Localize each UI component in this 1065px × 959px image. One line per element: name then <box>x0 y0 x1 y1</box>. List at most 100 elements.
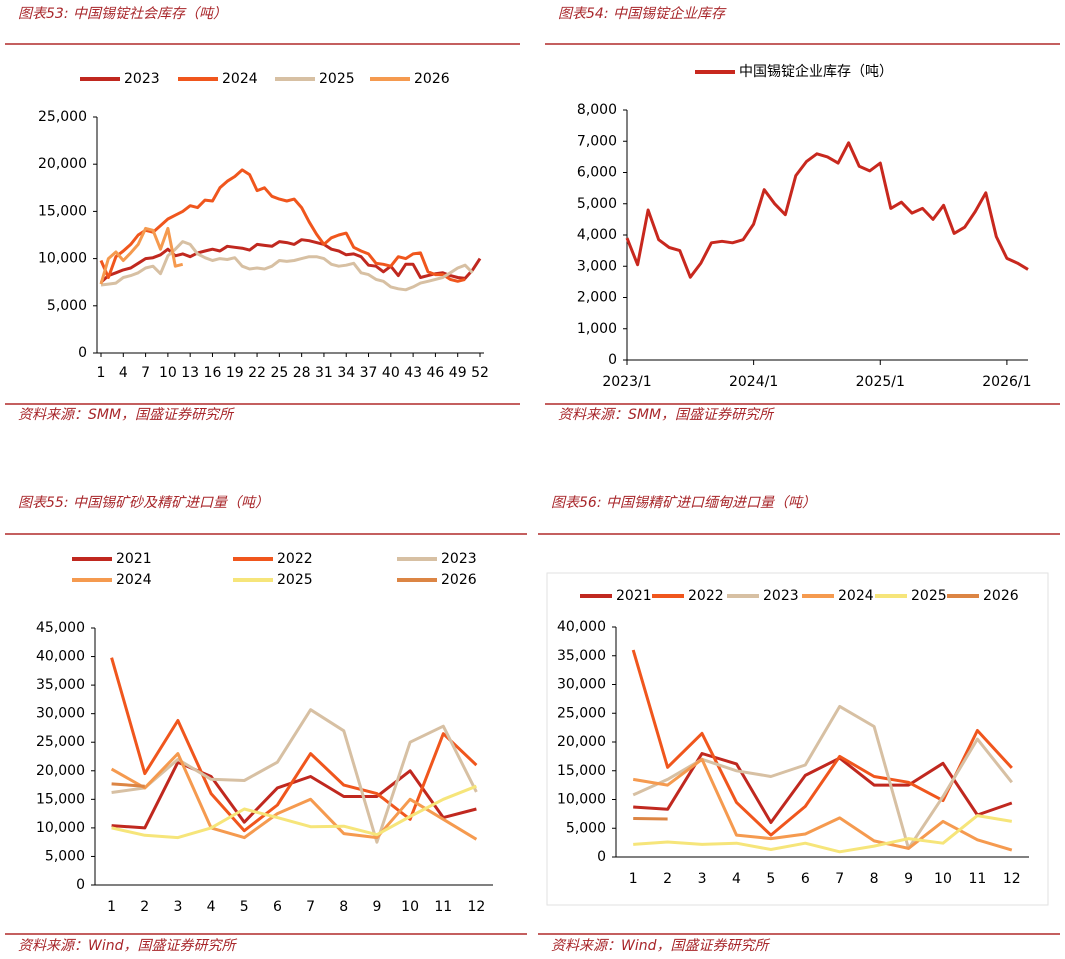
y-tick-label: 10,000 <box>38 251 87 267</box>
y-tick-label: 40,000 <box>557 619 606 635</box>
chart-title: 图表54: 中国锡锭企业库存 <box>558 6 727 22</box>
chart-title: 图表53: 中国锡锭社会库存（吨） <box>18 6 227 22</box>
y-tick-label: 0 <box>78 345 87 361</box>
x-tick-label: 11 <box>968 871 986 887</box>
x-tick-label: 4 <box>732 871 741 887</box>
x-tick-label: 2 <box>663 871 672 887</box>
y-tick-label: 15,000 <box>38 203 87 219</box>
legend-label: 2025 <box>319 71 355 87</box>
legend-label: 2023 <box>124 71 160 87</box>
source-note: 资料来源：SMM，国盛证券研究所 <box>18 407 235 423</box>
y-tick-label: 25,000 <box>36 734 85 750</box>
y-tick-label: 0 <box>608 352 617 368</box>
x-tick-label: 4 <box>207 899 216 915</box>
series-line <box>99 168 466 283</box>
y-tick-label: 8,000 <box>577 102 617 118</box>
y-tick-label: 20,000 <box>557 734 606 750</box>
x-tick-label: 11 <box>434 899 452 915</box>
legend-label: 2024 <box>222 71 258 87</box>
x-tick-label: 12 <box>468 899 486 915</box>
x-tick-label: 46 <box>426 365 444 381</box>
x-tick-label: 9 <box>904 871 913 887</box>
x-tick-label: 5 <box>240 899 249 915</box>
x-tick-label: 1 <box>629 871 638 887</box>
x-tick-label: 16 <box>204 365 222 381</box>
legend-label: 中国锡锭企业库存（吨） <box>739 63 893 80</box>
y-tick-label: 30,000 <box>557 677 606 693</box>
x-tick-label: 22 <box>248 365 266 381</box>
x-tick-label: 2023/1 <box>602 374 651 390</box>
x-tick-label: 37 <box>360 365 378 381</box>
x-tick-label: 8 <box>339 899 348 915</box>
x-tick-label: 7 <box>141 365 150 381</box>
chart-title: 图表56: 中国锡精矿进口缅甸进口量（吨） <box>551 495 816 511</box>
legend-label: 2025 <box>911 588 947 604</box>
source-note: 资料来源：SMM，国盛证券研究所 <box>558 407 775 423</box>
y-tick-label: 0 <box>76 877 85 893</box>
chart-title: 图表55: 中国锡矿砂及精矿进口量（吨） <box>18 495 269 511</box>
x-tick-label: 52 <box>471 365 489 381</box>
y-tick-label: 5,000 <box>45 848 85 864</box>
y-tick-label: 5,000 <box>577 196 617 212</box>
series-line <box>625 141 1029 279</box>
legend-label: 2021 <box>116 551 152 567</box>
y-tick-label: 4,000 <box>577 227 617 243</box>
x-tick-label: 1 <box>97 365 106 381</box>
y-tick-label: 20,000 <box>38 156 87 172</box>
y-tick-label: 5,000 <box>566 820 606 836</box>
x-tick-label: 3 <box>698 871 707 887</box>
y-tick-label: 7,000 <box>577 133 617 149</box>
legend-label: 2024 <box>116 572 152 588</box>
series-line <box>633 814 1013 854</box>
legend-label: 2023 <box>441 551 477 567</box>
x-tick-label: 31 <box>315 365 333 381</box>
legend-label: 2026 <box>983 588 1019 604</box>
x-tick-label: 3 <box>173 899 182 915</box>
series-line <box>110 657 478 833</box>
y-tick-label: 6,000 <box>577 165 617 181</box>
x-tick-label: 49 <box>449 365 467 381</box>
series-line <box>633 817 668 821</box>
x-tick-label: 13 <box>181 365 199 381</box>
y-tick-label: 15,000 <box>36 791 85 807</box>
y-tick-label: 5,000 <box>47 298 87 314</box>
y-tick-label: 35,000 <box>36 677 85 693</box>
x-tick-label: 9 <box>372 899 381 915</box>
y-tick-label: 25,000 <box>557 705 606 721</box>
source-note: 资料来源：Wind，国盛证券研究所 <box>18 938 237 954</box>
x-tick-label: 8 <box>870 871 879 887</box>
x-tick-label: 12 <box>1003 871 1021 887</box>
series-line <box>111 782 145 788</box>
x-tick-label: 2 <box>140 899 149 915</box>
series-line <box>100 238 482 284</box>
x-tick-label: 10 <box>401 899 419 915</box>
series-line <box>632 757 1013 852</box>
series-line <box>110 752 478 841</box>
y-tick-label: 40,000 <box>36 649 85 665</box>
y-tick-label: 0 <box>597 849 606 865</box>
x-tick-label: 34 <box>337 365 355 381</box>
legend-label: 2026 <box>414 71 450 87</box>
legend-label: 2025 <box>277 572 313 588</box>
x-tick-label: 25 <box>270 365 288 381</box>
y-tick-label: 20,000 <box>36 763 85 779</box>
x-tick-label: 10 <box>159 365 177 381</box>
x-tick-label: 1 <box>107 899 116 915</box>
x-tick-label: 4 <box>119 365 128 381</box>
x-tick-label: 6 <box>273 899 282 915</box>
y-tick-label: 1,000 <box>577 321 617 337</box>
legend-label: 2022 <box>277 551 313 567</box>
x-tick-label: 2025/1 <box>856 374 905 390</box>
y-tick-label: 10,000 <box>36 820 85 836</box>
x-tick-label: 6 <box>801 871 810 887</box>
x-tick-label: 2026/1 <box>982 374 1031 390</box>
series-line <box>111 760 477 830</box>
y-tick-label: 30,000 <box>36 706 85 722</box>
y-tick-label: 45,000 <box>36 620 85 636</box>
y-tick-label: 10,000 <box>557 792 606 808</box>
legend-label: 2023 <box>763 588 799 604</box>
series-line <box>100 240 474 292</box>
legend-label: 2022 <box>688 588 724 604</box>
x-tick-label: 7 <box>835 871 844 887</box>
